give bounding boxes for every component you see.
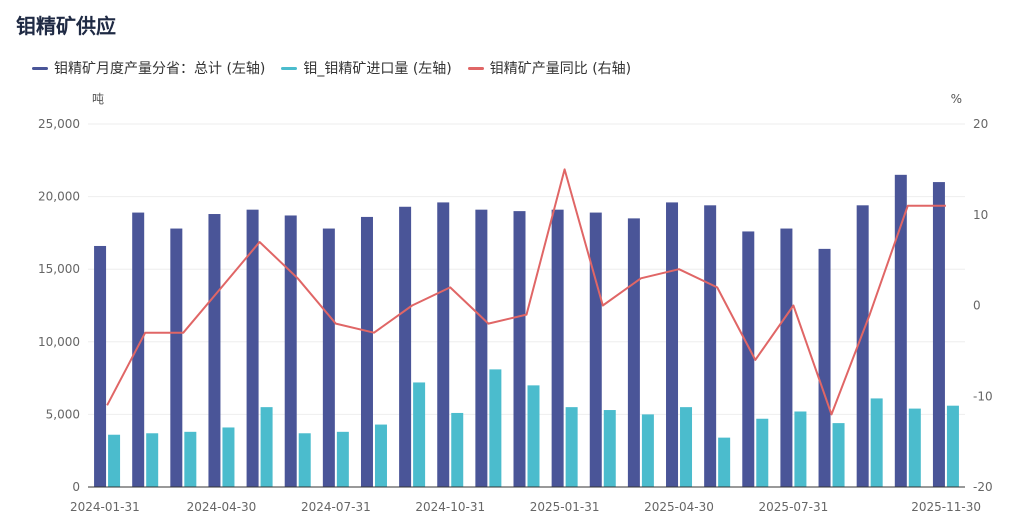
bar-production bbox=[666, 202, 679, 487]
legend-item-imports[interactable]: 钼_钼精矿进口量 (左轴) bbox=[281, 58, 452, 78]
bar-imports bbox=[374, 424, 387, 487]
bar-production bbox=[437, 202, 450, 487]
x-axis-tick-label: 2025-01-31 bbox=[530, 500, 600, 514]
left-axis-tick-label: 15,000 bbox=[38, 262, 80, 276]
bar-production bbox=[132, 212, 145, 487]
bar-imports bbox=[336, 431, 349, 487]
left-axis-tick-label: 10,000 bbox=[38, 335, 80, 349]
legend-swatch-production bbox=[32, 66, 48, 70]
bar-imports bbox=[298, 433, 311, 487]
right-axis-tick-label: 10 bbox=[973, 208, 988, 222]
legend-item-production[interactable]: 钼精矿月度产量分省：总计 (左轴) bbox=[32, 58, 265, 78]
bar-production bbox=[399, 206, 412, 487]
bar-production bbox=[513, 211, 526, 487]
bar-imports bbox=[222, 427, 235, 487]
chart-title: 钼精矿供应 bbox=[16, 14, 116, 38]
right-axis-tick-label: -10 bbox=[973, 389, 993, 403]
legend-swatch-imports bbox=[281, 66, 298, 70]
legend-label-imports: 钼_钼精矿进口量 (左轴) bbox=[303, 61, 452, 77]
bar-production bbox=[704, 205, 717, 487]
bar-production bbox=[284, 215, 297, 487]
right-axis-unit: % bbox=[951, 92, 962, 106]
bar-production bbox=[589, 212, 602, 487]
bar-imports bbox=[565, 407, 578, 487]
x-axis-tick-label: 2025-07-31 bbox=[759, 500, 829, 514]
left-axis-tick-label: 0 bbox=[72, 480, 80, 494]
bar-imports bbox=[184, 431, 197, 487]
bar-imports bbox=[413, 382, 426, 487]
bar-imports bbox=[908, 408, 921, 487]
legend-label-production: 钼精矿月度产量分省：总计 (左轴) bbox=[54, 61, 266, 77]
bar-imports bbox=[260, 407, 273, 487]
x-axis-tick-label: 2025-04-30 bbox=[644, 500, 714, 514]
bar-imports bbox=[832, 423, 845, 487]
bar-production bbox=[170, 228, 183, 487]
bar-imports bbox=[146, 433, 159, 487]
line-yoy bbox=[106, 168, 946, 416]
legend-label-yoy: 钼精矿产量同比 (右轴) bbox=[489, 61, 632, 77]
bar-imports bbox=[641, 414, 654, 487]
bar-imports bbox=[603, 410, 616, 487]
right-axis-tick-label: 0 bbox=[973, 299, 981, 313]
left-axis-tick-label: 5,000 bbox=[46, 407, 80, 421]
legend: 钼精矿月度产量分省：总计 (左轴) 钼_钼精矿进口量 (左轴) 钼精矿产量同比 … bbox=[32, 58, 631, 78]
x-axis-tick-label: 2024-10-31 bbox=[415, 500, 485, 514]
left-axis-tick-label: 25,000 bbox=[38, 117, 80, 131]
bar-production bbox=[742, 231, 755, 487]
bar-production bbox=[208, 214, 221, 488]
bar-production bbox=[932, 182, 945, 487]
bar-imports bbox=[756, 418, 769, 487]
x-axis-tick-label: 2024-01-31 bbox=[70, 500, 140, 514]
bar-production bbox=[818, 248, 831, 487]
bar-imports bbox=[718, 437, 731, 487]
bar-imports bbox=[527, 385, 540, 487]
bar-imports bbox=[870, 398, 883, 487]
bar-imports bbox=[489, 369, 502, 487]
right-axis-tick-label: 20 bbox=[973, 117, 988, 131]
bar-production bbox=[246, 209, 259, 487]
left-axis-unit: 吨 bbox=[92, 92, 104, 106]
bar-imports bbox=[451, 412, 464, 487]
bar-imports bbox=[680, 407, 693, 487]
bar-imports bbox=[794, 411, 807, 487]
x-axis-tick-label: 2024-07-31 bbox=[301, 500, 371, 514]
left-axis-tick-label: 20,000 bbox=[38, 190, 80, 204]
bar-imports bbox=[946, 405, 959, 487]
legend-item-yoy[interactable]: 钼精矿产量同比 (右轴) bbox=[467, 58, 632, 78]
legend-swatch-yoy bbox=[467, 66, 484, 70]
bar-production bbox=[551, 209, 564, 487]
bar-production bbox=[780, 228, 793, 487]
bar-production bbox=[360, 216, 373, 488]
bar-production bbox=[322, 228, 335, 487]
bar-production bbox=[856, 205, 869, 487]
bar-production bbox=[627, 218, 640, 487]
bar-production bbox=[94, 245, 107, 487]
bar-imports bbox=[108, 434, 121, 487]
right-axis-tick-label: -20 bbox=[973, 480, 993, 494]
x-axis-tick-label: 2025-11-30 bbox=[911, 500, 981, 514]
bar-production bbox=[894, 174, 907, 487]
bar-production bbox=[475, 209, 488, 487]
x-axis-tick-label: 2024-04-30 bbox=[187, 500, 257, 514]
